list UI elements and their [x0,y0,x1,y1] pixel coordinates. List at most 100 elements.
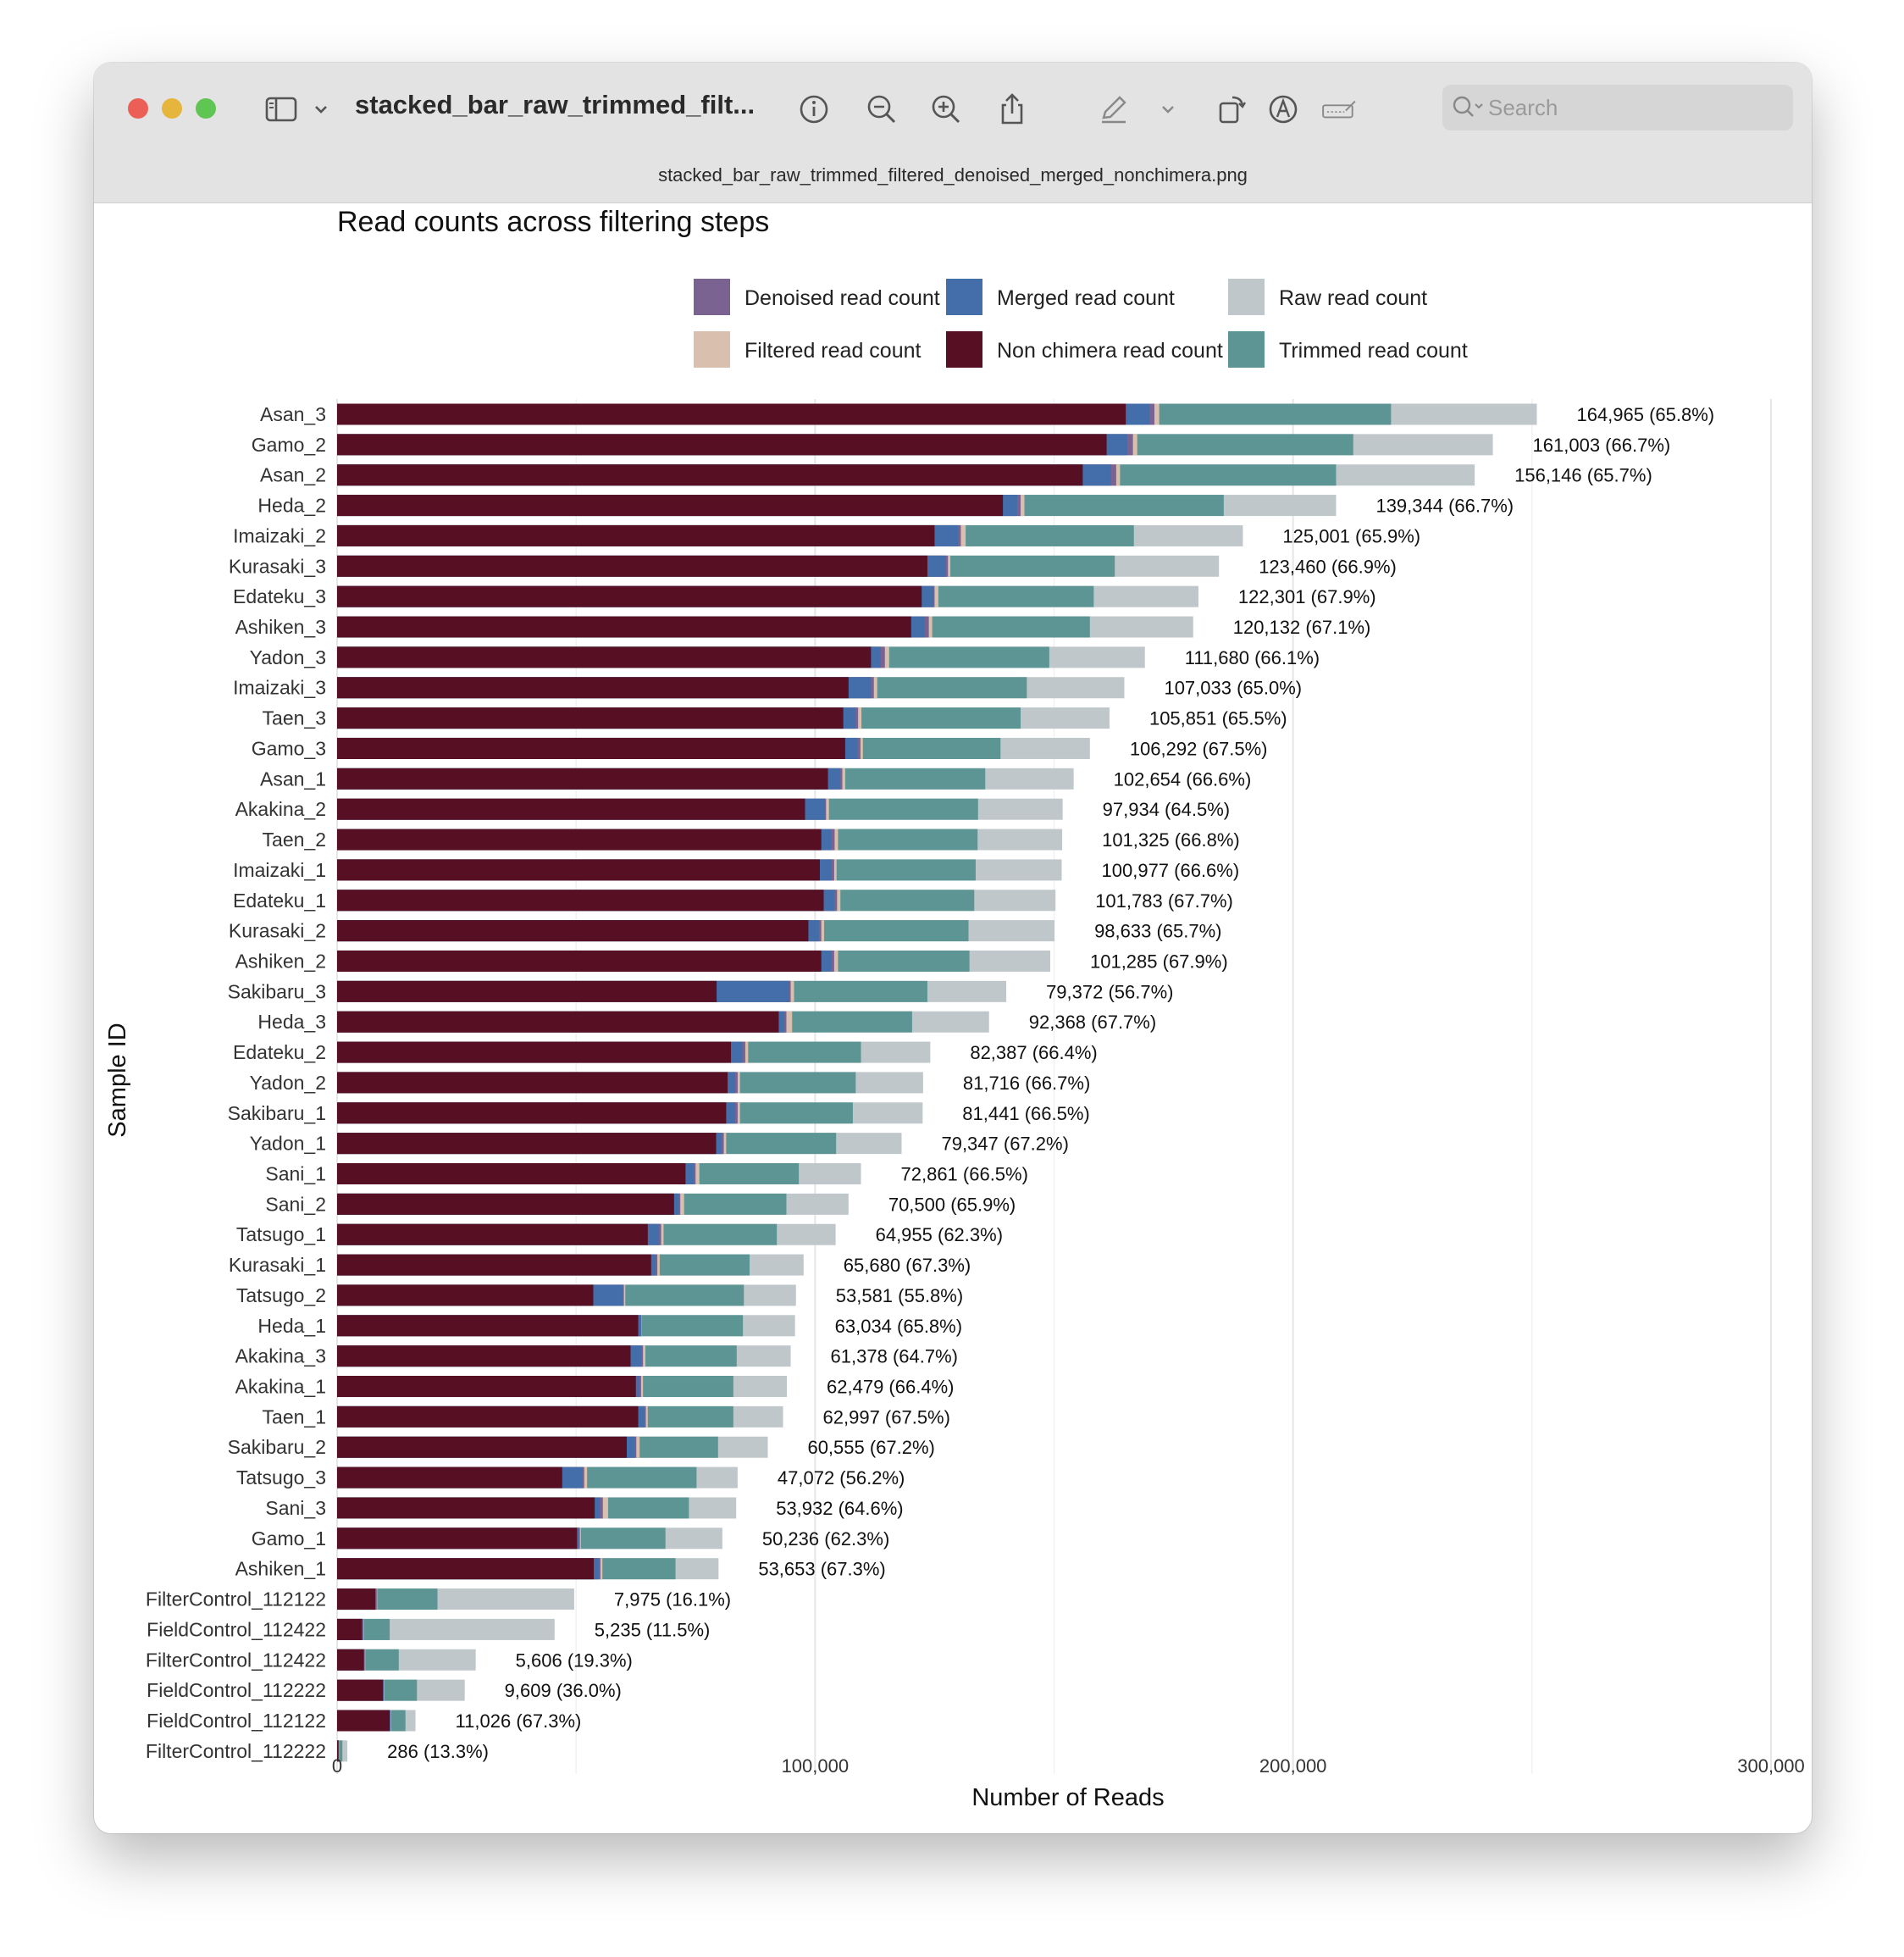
y-tick-label: Tatsugo_1 [236,1223,326,1245]
bar-nonchimera [337,1041,732,1063]
bar-nonchimera [337,1405,639,1428]
bar-nonchimera [337,434,1107,456]
value-label: 60,555 (67.2%) [807,1437,934,1458]
y-tick-label: Taen_3 [263,707,326,729]
sidebar-toggle-icon[interactable] [263,91,301,128]
signature-icon[interactable] [1320,91,1368,128]
y-tick-label: FieldControl_112422 [147,1618,326,1640]
rotate-icon[interactable] [1214,91,1251,128]
bar-nonchimera [337,737,845,759]
value-labels: 164,965 (65.8%) 161,003 (66.7%) 156,146 (6… [387,404,1714,1762]
search-icon [1453,96,1483,117]
value-label: 11,026 (67.3%) [456,1710,582,1732]
x-tick-label: 300,000 [1737,1755,1805,1777]
y-tick-label: Taen_2 [263,829,326,851]
bar-nonchimera [337,1497,595,1519]
y-tick-label: Sani_1 [265,1163,326,1185]
y-tick-label: Tatsugo_3 [236,1466,326,1489]
bar-nonchimera [337,1618,363,1640]
value-label: 100,977 (66.6%) [1102,860,1240,881]
search-input[interactable] [1488,91,1776,124]
close-button[interactable] [128,98,148,119]
bar-nonchimera [337,859,820,881]
value-label: 161,003 (66.7%) [1533,435,1671,456]
y-tick-label: Yadon_3 [250,646,326,668]
legend-label-filtered: Filtered read count [744,339,922,363]
value-label: 50,236 (62.3%) [762,1528,889,1550]
chevron-down-icon[interactable] [302,91,327,128]
bar-nonchimera [337,1710,390,1732]
value-label: 139,344 (66.7%) [1375,496,1514,517]
y-tick-label: FieldControl_112122 [147,1710,326,1732]
share-icon[interactable] [994,91,1031,128]
bar-nonchimera [337,1740,339,1762]
title-bar: stacked_bar_raw_trimmed_filt... [94,63,1812,203]
value-label: 123,460 (66.9%) [1259,556,1397,577]
value-label: 101,285 (67.9%) [1090,951,1228,972]
value-label: 164,965 (65.8%) [1576,404,1714,425]
value-label: 107,033 (65.0%) [1164,678,1302,699]
bar-nonchimera [337,1193,674,1215]
y-tick-label: Ashiken_3 [235,616,326,638]
y-tick-label: Heda_1 [257,1315,326,1337]
zoom-in-icon[interactable] [927,91,965,128]
value-label: 63,034 (65.8%) [835,1316,962,1337]
value-label: 101,783 (67.7%) [1095,890,1233,912]
bar-nonchimera [337,1102,727,1124]
value-label: 111,680 (66.1%) [1185,647,1320,668]
y-tick-label: Ashiken_1 [235,1558,326,1580]
value-label: 7,975 (16.1%) [614,1589,731,1611]
bar-nonchimera [337,1466,562,1489]
value-label: 81,716 (66.7%) [963,1073,1090,1094]
value-label: 65,680 (67.3%) [844,1255,971,1276]
legend-label-denoised: Denoised read count [744,286,940,310]
bars-group [337,403,1537,1762]
y-tick-label: Asan_1 [260,768,326,790]
annotate-icon[interactable] [1265,91,1302,128]
value-label: 53,581 (55.8%) [836,1285,963,1306]
bar-nonchimera [337,524,935,546]
y-tick-label: Imaizaki_1 [233,859,326,881]
preview-window: stacked_bar_raw_trimmed_filt... [94,63,1812,1833]
bar-nonchimera [337,1223,648,1245]
y-tick-label: Kurasaki_1 [229,1254,326,1276]
bar-nonchimera [337,1649,364,1671]
value-label: 5,235 (11.5%) [595,1619,711,1640]
y-tick-label: Asan_3 [260,403,326,425]
bar-nonchimera [337,798,805,820]
y-tick-label: Akakina_3 [235,1345,326,1367]
bar-nonchimera [337,403,1126,425]
bar-nonchimera [337,646,872,668]
value-label: 9,609 (36.0%) [505,1680,622,1701]
value-label: 61,378 (64.7%) [831,1346,958,1367]
zoom-out-icon[interactable] [863,91,900,128]
legend-label-trimmed: Trimmed read count [1279,339,1468,363]
info-icon[interactable] [795,91,833,128]
y-tick-label: Akakina_2 [235,798,326,820]
y-tick-label: Taen_1 [263,1405,326,1428]
bar-nonchimera [337,1679,384,1701]
legend-label-raw: Raw read count [1279,286,1427,310]
legend-label-nonchimera: Non chimera read count [997,339,1223,363]
value-label: 70,500 (65.9%) [888,1194,1016,1215]
y-tick-label: Sani_2 [265,1193,326,1215]
legend-swatch-nonchimera [946,331,982,368]
zoom-button[interactable] [196,98,216,119]
search-box[interactable] [1442,85,1793,130]
value-label: 64,955 (62.3%) [876,1224,1003,1245]
bar-nonchimera [337,950,822,972]
value-label: 120,132 (67.1%) [1233,617,1371,638]
x-tick-label: 100,000 [782,1755,850,1777]
minimize-button[interactable] [162,98,182,119]
bar-nonchimera [337,768,828,790]
markup-chevron-icon[interactable] [1149,91,1174,128]
y-tick-label: Edateku_2 [233,1041,326,1063]
y-tick-label: Sakibaru_3 [228,980,326,1002]
value-label: 5,606 (19.3%) [516,1649,633,1671]
x-axis-label: Number of Reads [971,1784,1164,1811]
bar-nonchimera [337,980,717,1002]
value-label: 101,325 (66.8%) [1102,829,1240,851]
bar-nonchimera [337,1254,651,1276]
value-label: 53,653 (67.3%) [758,1559,885,1580]
markup-pen-icon[interactable] [1095,91,1132,128]
